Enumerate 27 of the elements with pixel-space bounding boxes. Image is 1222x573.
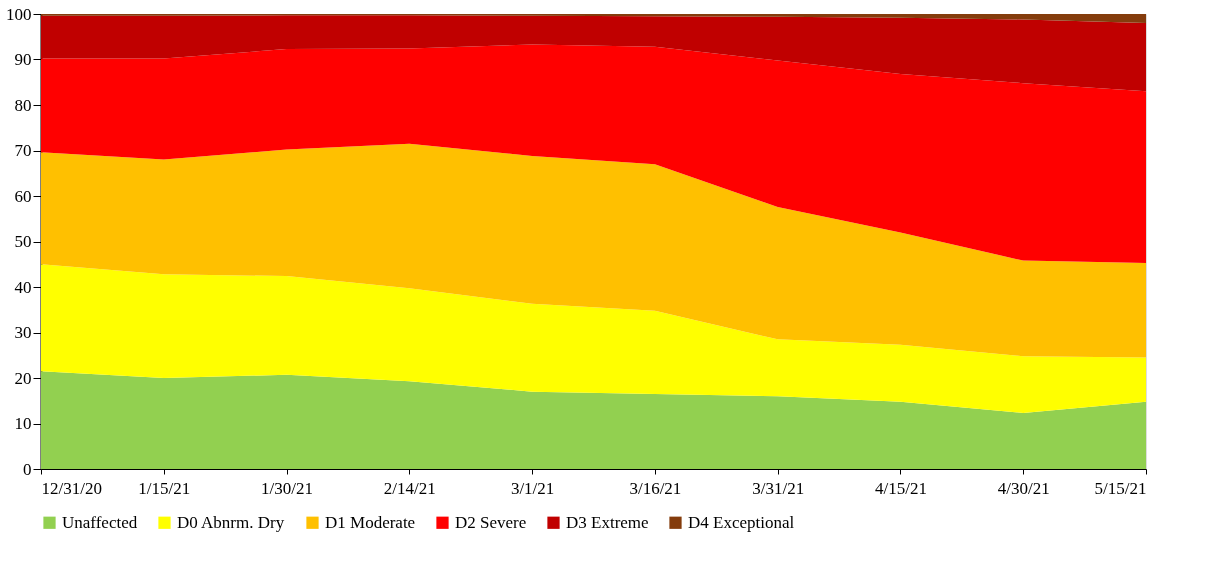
x-tick-label: 3/1/21 xyxy=(510,478,555,498)
x-tick-label: 4/15/21 xyxy=(874,478,927,498)
y-tick-label: 0 xyxy=(23,459,32,479)
y-tick-label: 90 xyxy=(14,50,32,69)
x-tick-label: 3/16/21 xyxy=(629,478,682,498)
legend-label: D2 Severe xyxy=(455,512,527,532)
x-tick-label: 12/31/20 xyxy=(41,478,102,498)
legend-label: D3 Extreme xyxy=(566,512,649,532)
legend-label: D0 Abnrm. Dry xyxy=(177,512,285,532)
y-tick-label: 60 xyxy=(14,186,32,206)
x-tick-label: 5/15/21 xyxy=(1094,478,1147,498)
x-tick-label: 3/31/21 xyxy=(752,478,805,498)
y-tick-label: 20 xyxy=(14,368,32,388)
x-tick-label: 4/30/21 xyxy=(997,478,1050,498)
y-tick-label: 70 xyxy=(14,141,32,160)
x-tick-label: 1/30/21 xyxy=(261,478,314,498)
y-tick-label: 30 xyxy=(14,323,32,342)
legend-label: D4 Exceptional xyxy=(688,512,795,532)
legend-label: D1 Moderate xyxy=(325,512,416,532)
x-tick-label: 2/14/21 xyxy=(383,478,436,498)
x-tick-label: 1/15/21 xyxy=(138,478,191,498)
y-tick-label: 50 xyxy=(14,232,32,251)
y-tick-label: 10 xyxy=(14,414,32,433)
y-tick-label: 80 xyxy=(14,95,32,115)
y-tick-label: 40 xyxy=(14,277,32,297)
legend-label: Unaffected xyxy=(62,512,138,532)
y-tick-label: 100 xyxy=(6,4,32,24)
